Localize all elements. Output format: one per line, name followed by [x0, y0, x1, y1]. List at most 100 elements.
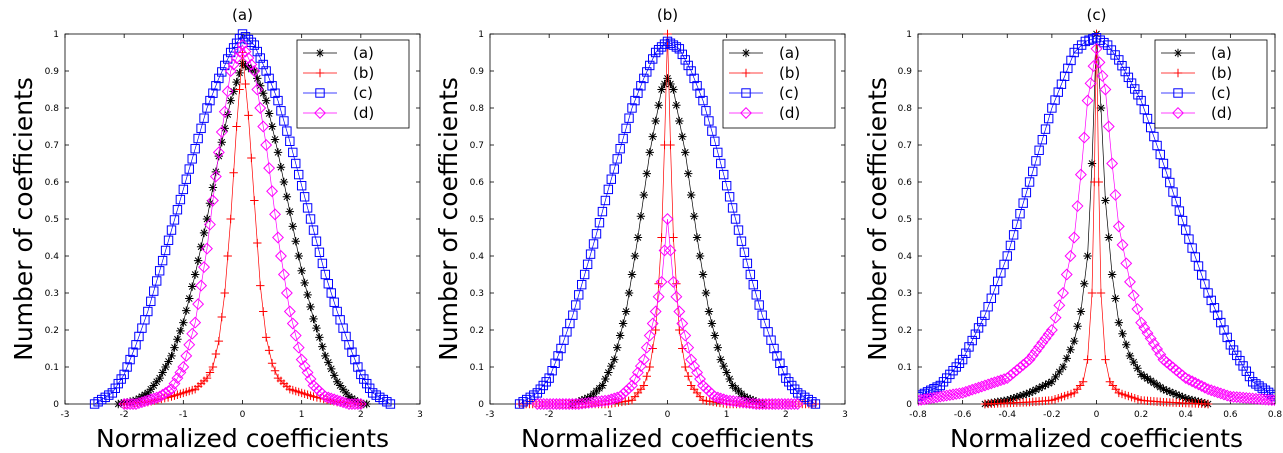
- data-point: [624, 288, 634, 298]
- data-point: [664, 244, 677, 257]
- data-point: [193, 256, 203, 265]
- chart-panel-3: -0.8 -0.6 -0.4 -0.2 0 0.2 0.4 0.6 0.8 0 0.1 0.2 0.3 0…: [863, 6, 1282, 453]
- data-point: [343, 398, 355, 410]
- data-point: [1112, 220, 1125, 233]
- data-point: [692, 81, 702, 91]
- data-point: [572, 398, 585, 410]
- data-point: [269, 208, 281, 221]
- data-point: [195, 279, 208, 292]
- data-point: [1196, 270, 1207, 280]
- data-point: [595, 395, 608, 408]
- data-point: [239, 45, 252, 58]
- y-tick-label: 0.6: [45, 178, 60, 188]
- data-point: [140, 390, 150, 399]
- data-point: [294, 169, 304, 180]
- data-point: [1064, 250, 1077, 262]
- data-point: [941, 373, 952, 383]
- data-point: [663, 74, 672, 83]
- data-point: [579, 269, 590, 280]
- data-point: [242, 52, 255, 65]
- data-point: [277, 268, 290, 281]
- data-point: [121, 398, 134, 410]
- data-point: [166, 225, 177, 235]
- data-point: [298, 360, 311, 373]
- data-point: [1080, 279, 1089, 288]
- data-point: [716, 158, 726, 169]
- data-point: [257, 120, 270, 133]
- data-point: [250, 196, 259, 205]
- data-point: [232, 122, 241, 131]
- data-point: [193, 133, 203, 144]
- data-point: [266, 185, 279, 198]
- y-tick-label: 0.7: [470, 141, 484, 151]
- data-point: [218, 105, 231, 118]
- data-point: [267, 359, 277, 368]
- data-point: [1111, 294, 1120, 303]
- data-point: [704, 307, 714, 316]
- data-point: [135, 396, 148, 409]
- data-point: [678, 344, 687, 353]
- data-point: [978, 379, 991, 392]
- data-point: [1018, 198, 1028, 208]
- data-point: [1152, 380, 1162, 390]
- data-point: [1051, 372, 1060, 382]
- data-point: [961, 348, 971, 358]
- x-tick-label: 0.6: [1223, 410, 1238, 420]
- data-point: [1181, 394, 1190, 403]
- data-point: [1123, 72, 1134, 83]
- data-point: [1008, 230, 1019, 240]
- data-point: [282, 126, 292, 136]
- data-point: [934, 390, 947, 403]
- data-point: [594, 218, 605, 228]
- data-point: [141, 394, 154, 407]
- data-point: [326, 288, 336, 298]
- y-axis-label: Number of coefficients: [9, 77, 38, 361]
- y-tick-label: 0: [53, 400, 59, 410]
- data-point: [724, 192, 735, 202]
- legend-label: (c): [353, 84, 373, 102]
- data-point: [211, 349, 221, 359]
- data-point: [1024, 177, 1035, 187]
- data-point: [599, 394, 612, 407]
- data-point: [258, 59, 268, 70]
- data-point: [950, 387, 963, 400]
- data-point: [208, 183, 218, 192]
- data-point: [613, 343, 622, 352]
- data-point: [682, 341, 695, 354]
- data-point: [701, 288, 711, 298]
- data-point: [330, 371, 339, 380]
- data-point: [617, 387, 630, 400]
- data-point: [969, 382, 982, 395]
- data-point: [714, 392, 727, 405]
- data-point: [198, 261, 210, 274]
- data-point: [329, 297, 339, 307]
- data-point: [730, 214, 741, 224]
- data-point: [1129, 357, 1138, 367]
- data-point: [701, 106, 711, 116]
- data-point: [1168, 388, 1178, 398]
- data-point: [143, 306, 153, 317]
- data-point: [1101, 355, 1110, 364]
- data-point: [220, 288, 229, 298]
- legend-label: (b): [1211, 64, 1232, 82]
- data-point: [235, 68, 244, 78]
- data-point: [1149, 378, 1159, 388]
- data-point: [212, 146, 225, 159]
- data-point: [118, 398, 131, 410]
- legend-marker: [1172, 107, 1184, 119]
- data-point: [1203, 399, 1213, 409]
- data-point: [1045, 324, 1058, 336]
- data-point: [666, 79, 675, 89]
- data-point: [964, 342, 974, 352]
- data-point: [615, 144, 625, 154]
- data-point: [695, 88, 705, 98]
- data-point: [988, 376, 1001, 389]
- data-point: [1039, 332, 1052, 345]
- data-point: [577, 279, 587, 290]
- data-point: [159, 386, 172, 399]
- y-tick-label: 0: [478, 400, 484, 410]
- data-point: [288, 147, 298, 158]
- data-point: [256, 81, 265, 90]
- data-point: [956, 386, 969, 399]
- data-point: [190, 270, 200, 279]
